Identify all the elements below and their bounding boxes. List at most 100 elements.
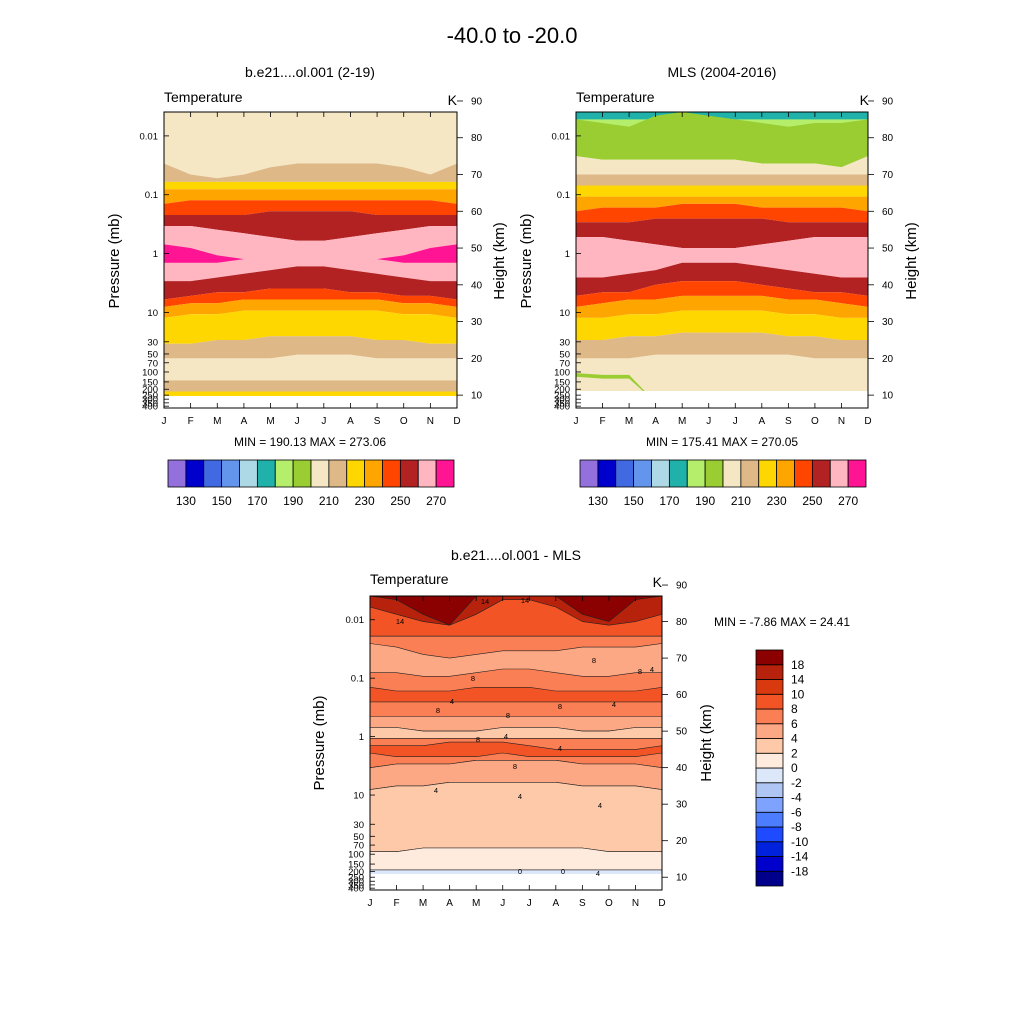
- colorbar-swatch: [776, 459, 795, 488]
- colorbar-swatch: [755, 841, 784, 857]
- y-tick-label: 300: [348, 877, 364, 888]
- contour-label: 4: [450, 697, 454, 706]
- colorbar-label: 270: [838, 494, 858, 508]
- units-label: K: [653, 574, 663, 590]
- y2-tick-label: 50: [471, 244, 483, 255]
- colorbar-swatch: [755, 752, 784, 769]
- contour-band: [164, 391, 457, 397]
- y-tick-label: 150: [554, 377, 570, 388]
- contour-label: 4: [504, 732, 508, 741]
- x-tick-label: A: [241, 416, 248, 427]
- y-tick-label: 0.1: [557, 190, 570, 201]
- contour-label: 8: [471, 674, 475, 683]
- colorbar-label: 230: [355, 494, 375, 508]
- contour-fills: [576, 112, 868, 408]
- colorbar-swatch: [633, 459, 652, 488]
- y-tick-label: 0.1: [351, 674, 364, 685]
- y-tick-label: 300: [142, 395, 158, 406]
- colorbar-swatch: [811, 459, 831, 488]
- y-tick-label: 100: [554, 367, 570, 378]
- contour-band: [576, 237, 868, 278]
- stats-label: MIN = 190.13 MAX = 273.06: [234, 435, 386, 449]
- colorbar-label: 210: [731, 494, 751, 508]
- colorbar-label: 230: [767, 494, 787, 508]
- colorbar-swatch: [417, 459, 437, 488]
- colorbar-swatch: [829, 459, 849, 488]
- contour-label: 8: [558, 702, 562, 711]
- y-axis-label: Pressure (mb): [106, 213, 123, 308]
- stats-label: MIN = -7.86 MAX = 24.41: [714, 615, 850, 629]
- units-label: K: [448, 92, 458, 108]
- x-tick-label: D: [864, 416, 871, 427]
- contour-band: [164, 299, 457, 318]
- contour-band: [164, 189, 457, 204]
- colorbar-label: 0: [791, 761, 798, 775]
- y2-tick-label: 40: [676, 763, 688, 774]
- x-tick-label: J: [574, 416, 579, 427]
- missing-data-area: [164, 396, 457, 408]
- y-tick-label: 10: [147, 308, 158, 319]
- y-tick-label: 1: [153, 249, 158, 260]
- contour-band: [576, 112, 868, 120]
- y2-tick-label: 60: [676, 690, 688, 701]
- colorbar-label: -10: [791, 835, 809, 849]
- colorbar-label: -4: [791, 791, 802, 805]
- y-axis-label: Pressure (mb): [518, 213, 535, 308]
- colorbar-swatch: [755, 797, 784, 813]
- colorbar-swatch: [668, 459, 688, 488]
- colorbar-label: -6: [791, 805, 802, 819]
- y2-tick-label: 40: [882, 280, 894, 291]
- x-tick-label: J: [527, 898, 532, 909]
- y2-tick-label: 30: [882, 317, 894, 328]
- y-tick-label: 50: [147, 349, 158, 360]
- y2-tick-label: 70: [882, 170, 894, 181]
- y-tick-label: 0.1: [145, 190, 158, 201]
- colorbar-swatch: [755, 708, 784, 725]
- colorbar-swatch: [755, 679, 784, 695]
- colorbar-label: 150: [212, 494, 232, 508]
- x-tick-label: F: [393, 898, 399, 909]
- x-tick-label: A: [758, 416, 765, 427]
- contour-label: 14: [521, 596, 529, 605]
- colorbar-label: -2: [791, 776, 802, 790]
- y-tick-label: 300: [554, 395, 570, 406]
- y2-tick-label: 40: [471, 280, 483, 291]
- y2-axis-label: Height (km): [903, 222, 920, 300]
- contour-label: 4: [596, 869, 600, 878]
- contour-label: 4: [518, 792, 522, 801]
- contour-band: [576, 196, 868, 212]
- y2-tick-label: 20: [676, 836, 688, 847]
- x-tick-label: S: [579, 898, 586, 909]
- contour-label: 0: [518, 867, 522, 876]
- contour-fills: [369, 595, 663, 890]
- x-tick-label: A: [652, 416, 659, 427]
- y-tick-label: 50: [353, 832, 364, 843]
- contour-band: [576, 262, 868, 296]
- colorbar-label: 250: [802, 494, 822, 508]
- y-tick-label: 10: [559, 308, 570, 319]
- y-tick-label: 100: [142, 367, 158, 378]
- colorbar-swatch: [382, 459, 401, 488]
- colorbar-label: 190: [283, 494, 303, 508]
- missing-data-area: [370, 874, 662, 890]
- x-tick-label: F: [188, 416, 194, 427]
- contour-band: [576, 354, 868, 403]
- x-tick-label: J: [295, 416, 300, 427]
- y-tick-label: 100: [348, 850, 364, 861]
- y2-tick-label: 10: [471, 391, 483, 402]
- colorbar-swatch: [310, 459, 330, 488]
- x-tick-label: J: [162, 416, 167, 427]
- y2-tick-label: 70: [471, 170, 483, 181]
- x-tick-label: A: [446, 898, 453, 909]
- colorbar-label: -18: [791, 864, 809, 878]
- y-tick-label: 200: [348, 867, 364, 878]
- x-tick-label: J: [500, 898, 505, 909]
- x-tick-label: M: [472, 898, 480, 909]
- colorbar-label: 14: [791, 673, 805, 687]
- contour-band: [164, 200, 457, 215]
- colorbar-label: 170: [659, 494, 679, 508]
- contour-label: 4: [612, 700, 616, 709]
- y2-axis-label: Height (km): [698, 704, 715, 782]
- x-tick-label: S: [785, 416, 792, 427]
- colorbar-swatch: [615, 459, 635, 488]
